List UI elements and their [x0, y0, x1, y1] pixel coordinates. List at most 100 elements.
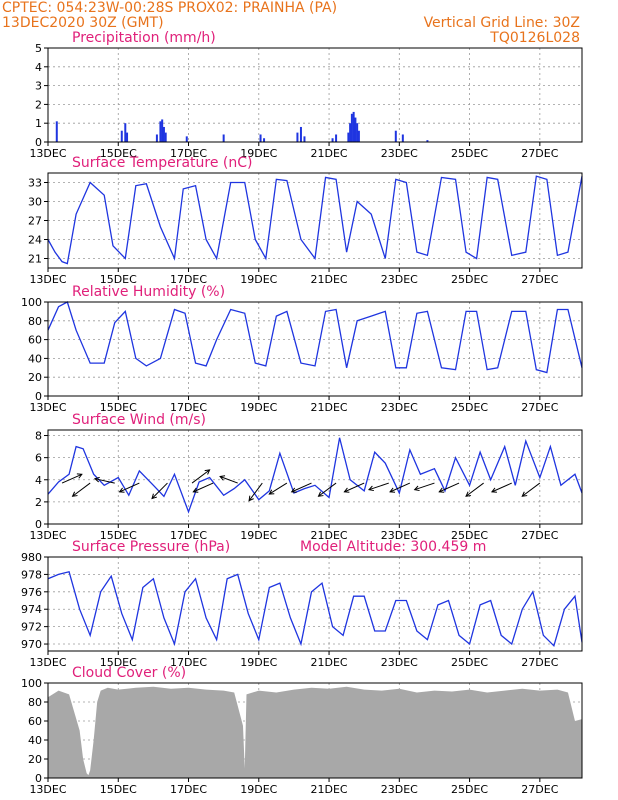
wind-vector-head	[268, 489, 275, 495]
wind-vector-head	[151, 493, 157, 500]
wind-vector	[343, 482, 365, 493]
x-tick-label: 15DEC	[100, 273, 137, 286]
precip-bar	[185, 136, 188, 142]
x-tick-label: 25DEC	[451, 401, 488, 414]
panel-pressure: 970 972 974 976 978 980 13DEC 15DEC 17DEC 19DEC 21…	[21, 539, 583, 669]
x-tick-label: 15DEC	[100, 529, 137, 542]
y-tick-label: 2	[35, 496, 42, 509]
cloud-cover-area	[48, 686, 582, 778]
y-tick-label: 4	[35, 61, 42, 74]
x-tick-label: 21DEC	[310, 783, 347, 796]
precip-bar	[347, 132, 350, 142]
wind-vector-head	[465, 491, 472, 497]
y-tick-label: 974	[21, 603, 42, 616]
panel-title: Surface Temperature (nC)	[72, 155, 253, 171]
wind-vector	[317, 482, 337, 497]
precip-bar	[401, 134, 404, 142]
precip-bar	[350, 113, 353, 142]
wind-vector-head	[93, 476, 100, 483]
precip-bar	[357, 130, 360, 142]
wind-vector-shaft	[269, 482, 288, 495]
header-model: TQ0126L028	[489, 30, 580, 46]
x-tick-label: 13DEC	[29, 401, 66, 414]
y-tick-label: 8	[35, 430, 42, 443]
y-tick-label: 0	[35, 518, 42, 531]
wind-vector-head	[219, 475, 226, 481]
x-tick-label: 27DEC	[521, 656, 558, 669]
y-tick-label: 40	[28, 734, 42, 747]
wind-vector	[521, 482, 541, 497]
wind-vector-shaft	[119, 482, 140, 493]
panel-frame	[47, 47, 583, 143]
panel-humidity: 0 20 40 60 80 100 13DEC 15DEC 17DEC 19DEC 21DEC 23D…	[21, 284, 583, 414]
wind-vector-head	[76, 473, 83, 479]
wind-vector-shaft	[94, 478, 115, 484]
wind-vector-head	[343, 487, 350, 493]
y-tick-label: 0	[35, 390, 42, 403]
wind-vector-shaft	[151, 482, 168, 499]
x-tick-label: 13DEC	[29, 529, 66, 542]
wind-vector	[490, 482, 512, 493]
wind-vector	[413, 482, 435, 492]
x-tick-label: 23DEC	[381, 401, 418, 414]
y-tick-label: 21	[28, 253, 42, 266]
series-line-humidity	[47, 301, 583, 374]
wind-vector-shaft	[414, 482, 435, 491]
panel-cloud-cover: 0 20 40 60 80 100 13DEC 15DEC 17DEC 19DEC 21DEC 23D…	[21, 665, 583, 796]
x-tick-label: 13DEC	[29, 147, 66, 160]
y-tick-label: 4	[35, 474, 42, 487]
series-line-wind	[47, 437, 583, 514]
x-tick-label: 27DEC	[521, 273, 558, 286]
x-tick-label: 23DEC	[381, 529, 418, 542]
wind-vector-head	[118, 487, 125, 493]
x-tick-label: 13DEC	[29, 273, 66, 286]
x-tick-label: 15DEC	[100, 401, 137, 414]
wind-vector-head	[317, 491, 324, 497]
series-line-temperature	[47, 175, 583, 265]
y-tick-label: 20	[28, 753, 42, 766]
x-tick-label: 25DEC	[451, 147, 488, 160]
wind-vector-shaft	[389, 482, 411, 493]
x-tick-label: 25DEC	[451, 783, 488, 796]
wind-vector-shaft	[193, 482, 214, 493]
panel-subtitle: Model Altitude: 300.459 m	[300, 539, 486, 555]
y-tick-label: 976	[21, 586, 42, 599]
panel-frame	[47, 556, 583, 652]
y-tick-label: 30	[28, 196, 42, 209]
x-tick-label: 19DEC	[240, 656, 277, 669]
x-tick-label: 19DEC	[240, 147, 277, 160]
panel-precipitation: 0 1 2 3 4 5 13DEC 15DEC 17DEC 19DEC 21DEC 23DEC 25DE…	[29, 30, 583, 160]
wind-vector	[191, 469, 211, 484]
y-tick-label: 80	[28, 696, 42, 709]
precip-bar	[162, 126, 165, 142]
panel-title: Cloud Cover (%)	[72, 665, 186, 681]
y-tick-label: 6	[35, 452, 42, 465]
precip-bar	[299, 126, 302, 142]
x-tick-label: 17DEC	[170, 273, 207, 286]
wind-vector	[71, 482, 91, 497]
x-tick-label: 23DEC	[381, 273, 418, 286]
y-tick-label: 100	[21, 677, 42, 690]
wind-vector-shaft	[318, 482, 337, 497]
y-tick-label: 20	[28, 371, 42, 384]
wind-vector-shaft	[439, 482, 460, 493]
x-tick-label: 27DEC	[521, 783, 558, 796]
precip-bar	[263, 138, 266, 142]
x-tick-label: 19DEC	[240, 273, 277, 286]
x-tick-label: 27DEC	[521, 401, 558, 414]
y-tick-label: 2	[35, 98, 42, 111]
x-tick-label: 17DEC	[170, 783, 207, 796]
wind-vector	[151, 482, 168, 500]
wind-vector-shaft	[191, 469, 210, 484]
y-tick-label: 0	[35, 136, 42, 149]
panel-wind: 0 2 4 6 8 13DEC 15DEC 17DEC 19DEC 21DEC 23DEC 25DEC…	[29, 412, 583, 542]
wind-vector	[367, 482, 389, 492]
wind-vector-head	[290, 487, 297, 493]
x-tick-label: 23DEC	[381, 147, 418, 160]
wind-vector-head	[204, 469, 211, 475]
wind-vector-shaft	[465, 482, 484, 497]
wind-vector-shaft	[72, 482, 91, 497]
x-tick-label: 21DEC	[310, 147, 347, 160]
x-tick-label: 21DEC	[310, 273, 347, 286]
wind-vector	[290, 482, 312, 493]
